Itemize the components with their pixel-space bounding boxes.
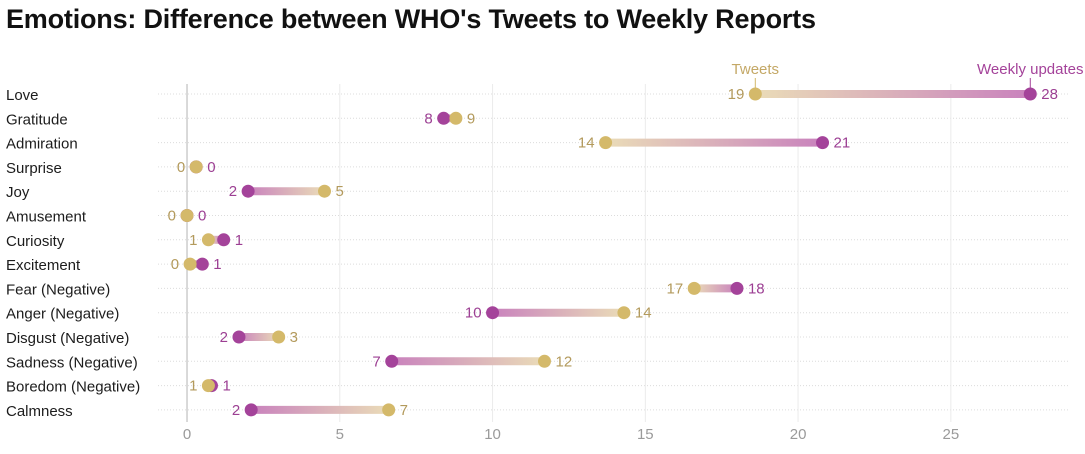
tweets-value-label: 3 (290, 329, 298, 346)
category-label: Excitement (6, 257, 81, 274)
tweets-value-label: 0 (171, 256, 179, 273)
x-tick-label: 5 (336, 426, 344, 443)
tweets-value-label: 5 (336, 183, 344, 200)
category-label: Disgust (Negative) (6, 330, 129, 347)
weekly-updates-point (241, 184, 255, 198)
weekly-updates-value-label: 21 (834, 135, 851, 152)
weekly-updates-value-label: 2 (229, 183, 237, 200)
weekly-updates-point (816, 136, 830, 150)
weekly-updates-legend-label: Weekly updates (977, 61, 1083, 78)
tweets-point (272, 330, 286, 344)
x-tick-label: 15 (637, 426, 654, 443)
weekly-updates-point (385, 354, 399, 368)
weekly-updates-value-label: 0 (198, 208, 206, 225)
weekly-updates-value-label: 2 (232, 402, 240, 419)
category-label: Surprise (6, 160, 62, 177)
weekly-updates-value-label: 7 (372, 353, 380, 370)
tweets-point (180, 209, 194, 222)
tweets-value-label: 7 (400, 402, 408, 419)
tweets-legend-label: Tweets (732, 61, 780, 78)
category-label: Gratitude (6, 111, 68, 128)
category-label: Amusement (6, 209, 87, 226)
weekly-updates-point (1023, 87, 1037, 101)
tweets-value-label: 0 (168, 208, 176, 225)
weekly-updates-point (217, 233, 231, 247)
weekly-updates-point (437, 111, 451, 125)
x-tick-label: 20 (790, 426, 807, 443)
weekly-updates-point (244, 403, 258, 417)
weekly-updates-value-label: 18 (748, 280, 765, 297)
tweets-value-label: 12 (555, 353, 572, 370)
category-label: Curiosity (6, 233, 65, 250)
category-label: Boredom (Negative) (6, 379, 140, 396)
category-label: Fear (Negative) (6, 281, 110, 298)
tweets-point (537, 354, 551, 368)
weekly-updates-point (486, 306, 500, 320)
tweets-point (189, 160, 203, 174)
tweets-point (617, 306, 631, 320)
tweets-point (449, 111, 463, 125)
weekly-updates-value-label: 0 (207, 159, 215, 176)
tweets-point (318, 184, 332, 198)
tweets-point (183, 257, 197, 271)
category-label: Anger (Negative) (6, 306, 119, 323)
category-label: Sadness (Negative) (6, 354, 138, 371)
tweets-value-label: 14 (635, 305, 652, 322)
category-label: Joy (6, 184, 30, 201)
tweets-value-label: 1 (189, 378, 197, 395)
tweets-point (599, 136, 613, 150)
weekly-updates-point (195, 257, 209, 271)
weekly-updates-value-label: 2 (220, 329, 228, 346)
category-label: Love (6, 87, 39, 104)
tweets-value-label: 17 (667, 280, 684, 297)
x-tick-label: 0 (183, 426, 191, 443)
tweets-point (201, 233, 215, 247)
tweets-point (382, 403, 396, 417)
tweets-value-label: 19 (728, 86, 745, 103)
x-tick-label: 10 (484, 426, 501, 443)
tweets-point (687, 281, 701, 295)
x-tick-label: 25 (943, 426, 960, 443)
tweets-value-label: 1 (189, 232, 197, 249)
weekly-updates-value-label: 1 (235, 232, 243, 249)
tweets-value-label: 14 (578, 135, 595, 152)
tweets-value-label: 0 (177, 159, 185, 176)
weekly-updates-point (232, 330, 246, 344)
category-label: Admiration (6, 136, 78, 153)
weekly-updates-value-label: 10 (465, 305, 482, 322)
tweets-point (748, 87, 762, 101)
weekly-updates-point (730, 281, 744, 295)
category-label: Calmness (6, 403, 73, 420)
chart-title: Emotions: Difference between WHO's Tweet… (6, 4, 816, 34)
tweets-value-label: 9 (467, 110, 475, 127)
weekly-updates-value-label: 28 (1041, 86, 1058, 103)
tweets-point (201, 379, 215, 393)
weekly-updates-value-label: 8 (424, 110, 432, 127)
weekly-updates-value-label: 1 (222, 378, 230, 395)
weekly-updates-value-label: 1 (213, 256, 221, 273)
